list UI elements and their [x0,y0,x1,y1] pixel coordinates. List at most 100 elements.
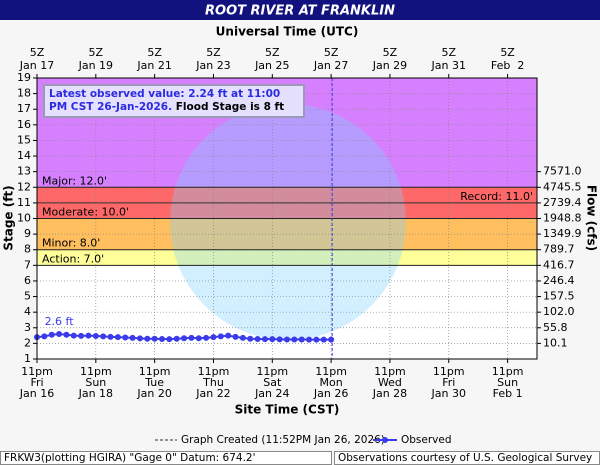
observed-point [129,334,136,341]
y-tick-label: 9 [24,227,31,240]
x2-tick-label: 5Z [30,46,45,59]
observed-point [114,334,121,341]
y2-tick-label: 10.1 [543,336,568,349]
observed-point [144,335,151,342]
x2-tick-label: Feb 2 [491,59,524,72]
x-tick-label: Jan 20 [136,387,171,400]
observed-point [181,335,188,342]
y-tick-label: 14 [17,149,31,162]
x2-tick-label: 5Z [206,46,221,59]
y2-tick-label: 157.5 [543,290,575,303]
x2-tick-label: Jan 27 [313,59,348,72]
x-tick-label: 11pm [80,365,112,378]
record-label: Record: 11.0' [460,190,533,203]
observed-point [48,331,55,338]
note-latest: Latest observed value: 2.24 ft at 11:00 … [49,88,281,113]
x-tick-label: 11pm [21,365,53,378]
y2-tick-label: 246.4 [543,274,575,287]
observed-point [166,336,173,343]
observed-point [78,332,85,339]
observed-point [100,333,107,340]
observed-point [239,334,246,341]
x-tick-label: Jan 24 [254,387,289,400]
y-tick-label: 12 [17,180,31,193]
observed-point [188,334,195,341]
flood-label: Moderate: 10.0' [42,206,129,219]
footer-right: Observations courtesy of U.S. Geological… [338,452,592,464]
observed-point [56,331,63,338]
x2-tick-label: 5Z [324,46,339,59]
y-tick-label: 13 [17,165,31,178]
flood-label: Action: 7.0' [42,252,104,265]
flood-label: Minor: 8.0' [42,237,100,250]
observed-point [41,333,48,340]
y-tick-label: 6 [24,274,31,287]
observed-point [247,335,254,342]
legend-created-label: Graph Created (11:52PM Jan 26, 2026) [181,434,385,446]
x-tick-label: Jan 28 [372,387,407,400]
y-tick-label: 17 [17,102,31,115]
note-flood: Flood Stage is 8 ft [175,101,285,113]
x-tick-label: 11pm [492,365,524,378]
y-axis-title: Stage (ft) [2,185,16,250]
legend-observed-marker [382,437,388,443]
x2-tick-label: 5Z [265,46,280,59]
y2-tick-label: 7571.0 [543,165,582,178]
observed-point [217,333,224,340]
x2-tick-label: Jan 29 [372,59,407,72]
observed-point [313,336,320,343]
observed-point [328,336,335,343]
observed-point [122,334,129,341]
x2-tick-label: Jan 21 [136,59,171,72]
y2-tick-label: 1349.9 [543,227,582,240]
observed-point [298,336,305,343]
x-tick-label: Feb 1 [493,387,523,400]
title-bar [0,0,600,20]
x-tick-label: 11pm [433,365,465,378]
observed-point [225,332,232,339]
observed-point [232,333,239,340]
observed-point [203,334,210,341]
y-tick-label: 5 [24,290,31,303]
peak-label: 2.6 ft [45,315,75,328]
legend-observed-label: Observed [401,434,452,446]
y2-tick-label: 416.7 [543,258,575,271]
flood-band [37,249,537,266]
y-tick-label: 4 [24,305,31,318]
x-tick-label: Jan 26 [313,387,348,400]
x-tick-label: Mon [320,376,343,389]
x-tick-label: 11pm [315,365,347,378]
observed-point [63,331,70,338]
y-tick-label: 19 [17,71,31,84]
x2-tick-label: Jan 25 [254,59,289,72]
y-tick-label: 11 [17,196,31,209]
x2-tick-label: Jan 19 [78,59,113,72]
x2-tick-label: Jan 23 [195,59,230,72]
x-tick-label: Sun [85,376,106,389]
observed-point [92,333,99,340]
y-tick-label: 8 [24,243,31,256]
y-tick-label: 2 [24,336,31,349]
y-tick-label: 18 [17,87,31,100]
y2-tick-label: 102.0 [543,305,575,318]
x-tick-label: Fri [442,376,455,389]
observed-point [70,332,77,339]
noaa-watermark [170,104,406,340]
observed-point [85,332,92,339]
x-tick-label: 11pm [374,365,406,378]
y2-axis-title: Flow (cfs) [585,185,599,251]
observed-point [151,335,158,342]
x-tick-label: 11pm [198,365,230,378]
y2-tick-label: 2739.4 [543,196,582,209]
y2-tick-label: 4745.5 [543,180,582,193]
x-tick-label: Jan 30 [431,387,466,400]
observed-point [284,336,290,343]
y2-tick-label: 789.7 [543,243,575,256]
x-tick-label: 11pm [256,365,288,378]
observed-point [291,336,298,343]
x-tick-label: Sat [263,376,282,389]
observed-point [107,333,114,340]
observed-point [261,336,268,343]
x-tick-label: Tue [144,376,164,389]
